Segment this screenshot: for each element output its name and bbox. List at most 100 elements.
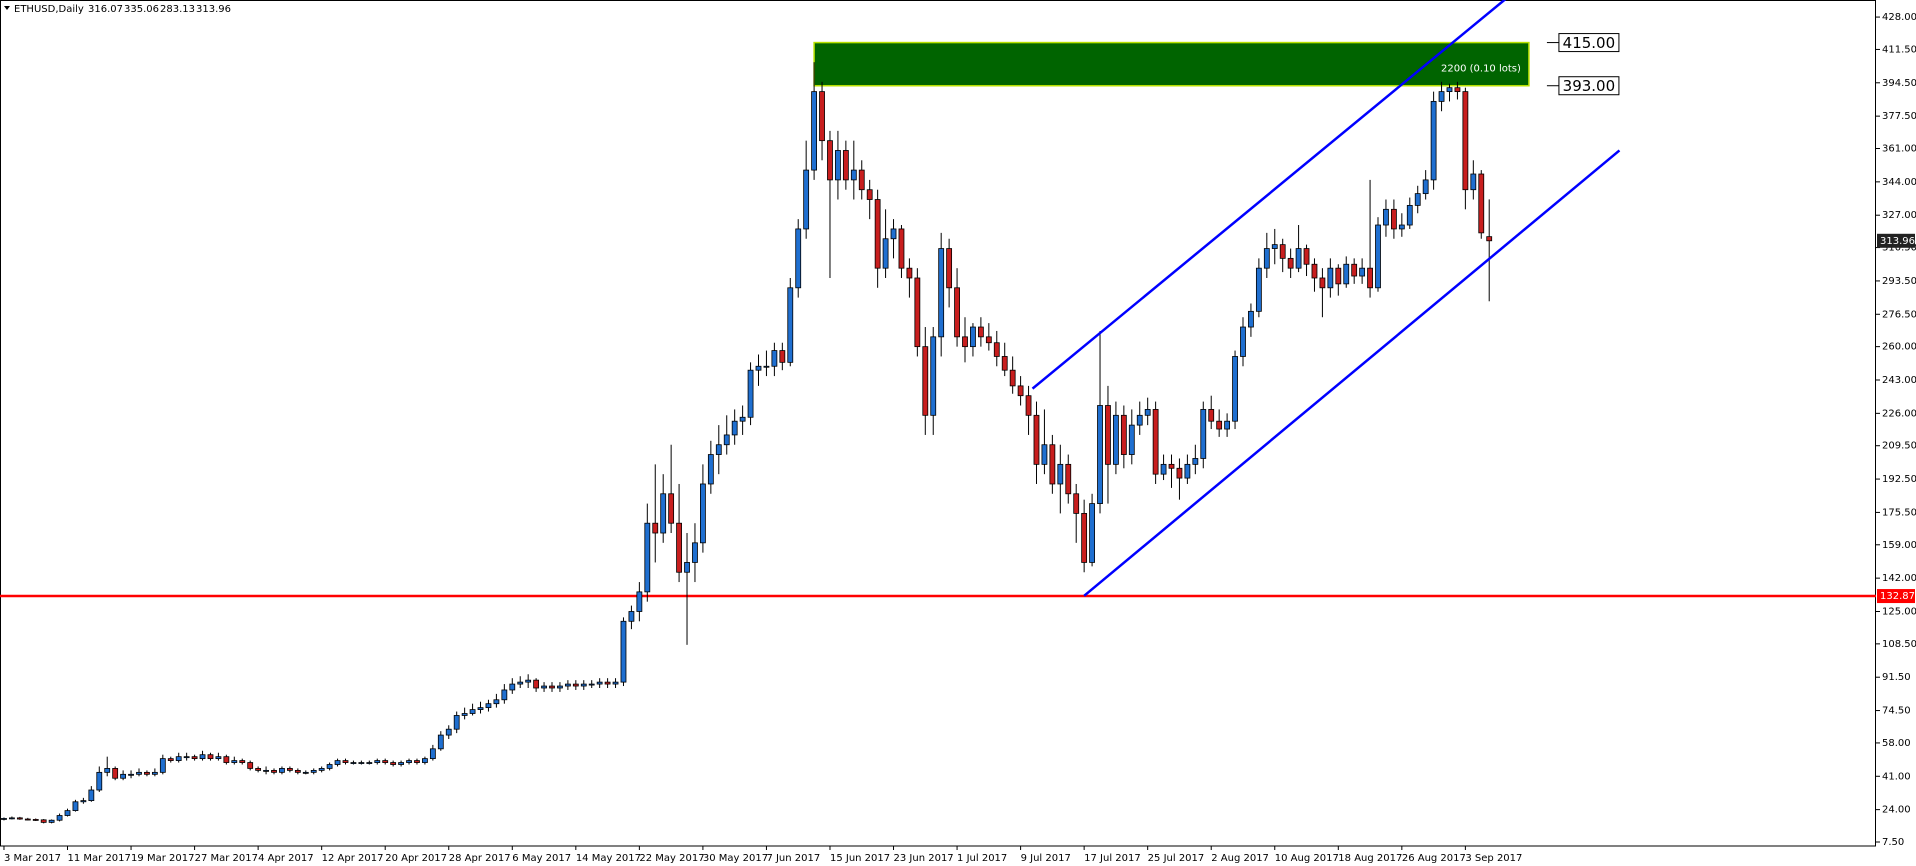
candle-body — [358, 762, 365, 764]
candle-body — [1081, 512, 1088, 563]
y-tick-label: 260.00 — [1882, 342, 1916, 353]
candle-body — [207, 754, 214, 760]
candle-body — [747, 369, 754, 418]
candle-body — [279, 768, 285, 773]
candle-body — [493, 699, 500, 705]
channel-line — [1083, 149, 1621, 597]
candle-body — [1327, 267, 1334, 289]
candle-body — [1454, 87, 1461, 93]
header-close: 313.96 — [196, 4, 231, 15]
candle-body — [183, 756, 190, 759]
y-tick-label: 108.50 — [1882, 639, 1916, 650]
candle-body — [167, 758, 174, 761]
candle-body — [1073, 493, 1080, 514]
y-tick-label: 24.00 — [1882, 805, 1911, 816]
candle-body — [215, 756, 222, 760]
x-tick-label: 2 Aug 2017 — [1211, 853, 1269, 864]
candle-body — [946, 248, 953, 289]
candle-body — [1446, 87, 1453, 93]
support-price: 132.87 — [1880, 591, 1915, 602]
candle-body — [541, 685, 547, 689]
x-tick-label: 26 Aug 2017 — [1402, 853, 1466, 864]
x-tick-label: 18 Aug 2017 — [1338, 853, 1402, 864]
candle-body — [294, 769, 301, 773]
candle-body — [1375, 224, 1381, 289]
candle-body — [175, 756, 182, 761]
candle-body — [191, 756, 198, 760]
zone-label: 2200 (0.10 lots) — [1441, 63, 1521, 74]
x-tick-label: 10 Aug 2017 — [1275, 853, 1339, 864]
target-zone — [813, 41, 1530, 87]
candle-body — [1089, 503, 1095, 563]
y-tick-label: 175.50 — [1882, 507, 1916, 518]
header-high: 335.06 — [124, 4, 159, 15]
candle-body — [604, 681, 611, 685]
candle-body — [1303, 248, 1310, 265]
candle-body — [874, 199, 881, 269]
candle-body — [1319, 277, 1326, 289]
candle-body — [930, 336, 937, 416]
y-tick-label: 74.50 — [1882, 706, 1911, 717]
x-tick-label: 30 May 2017 — [703, 853, 768, 864]
x-tick-label: 12 Apr 2017 — [322, 853, 384, 864]
candle-body — [1009, 369, 1016, 387]
level-label: 415.00 — [1563, 34, 1616, 52]
candle-body — [310, 769, 317, 773]
candle-body — [715, 444, 722, 455]
channel-line — [1031, 0, 1507, 390]
current-price-box — [1877, 233, 1915, 248]
candle-body — [199, 754, 206, 760]
y-tick-label: 125.00 — [1882, 606, 1916, 617]
candle-body — [835, 150, 841, 181]
candle-body — [80, 800, 87, 803]
candle-body — [255, 768, 262, 771]
level-label: 393.00 — [1563, 77, 1616, 95]
x-tick-label: 28 Apr 2017 — [449, 853, 511, 864]
x-tick-label: 17 Jul 2017 — [1084, 853, 1141, 864]
y-tick-label: 41.00 — [1882, 771, 1911, 782]
candle-body — [914, 277, 921, 348]
candle-body — [1287, 257, 1294, 269]
candle-body — [1049, 444, 1056, 485]
candle-body — [596, 681, 603, 685]
candle-body — [342, 760, 349, 763]
candle-body — [692, 542, 698, 563]
candle-body — [811, 91, 817, 171]
candle-body — [286, 768, 293, 771]
candle-body — [477, 707, 484, 710]
candle-body — [509, 683, 516, 691]
candle-body — [1462, 91, 1469, 191]
candle-body — [970, 326, 976, 348]
candle-body — [858, 169, 865, 191]
y-tick-label: 344.00 — [1882, 177, 1916, 188]
candle-body — [88, 789, 95, 802]
candle-body — [263, 769, 269, 772]
candle-body — [445, 728, 452, 736]
candle-body — [977, 326, 984, 338]
candle-body — [866, 189, 873, 200]
candle-body — [271, 769, 277, 773]
candle-body — [9, 817, 15, 820]
candle-body — [390, 762, 397, 765]
menu-arrow[interactable] — [4, 6, 10, 10]
candle-body — [64, 810, 71, 816]
candle-body — [429, 748, 436, 760]
candle-body — [24, 818, 31, 821]
candle-body — [1192, 458, 1199, 465]
candle-body — [1168, 463, 1175, 469]
candle-body — [453, 715, 460, 730]
candle-body — [1184, 463, 1191, 479]
candle-body — [962, 336, 968, 348]
support-price-box — [1877, 589, 1915, 604]
candle-body — [1295, 248, 1302, 269]
current-price: 313.96 — [1880, 236, 1915, 247]
candle-body — [1478, 173, 1485, 234]
candle-body — [48, 819, 55, 823]
candle-body — [580, 683, 587, 687]
candle-body — [819, 91, 825, 142]
candle-body — [144, 771, 150, 775]
candle-body — [700, 483, 706, 544]
candle-body — [644, 522, 651, 593]
y-tick-label: 159.00 — [1882, 540, 1916, 551]
candle-body — [842, 150, 849, 181]
